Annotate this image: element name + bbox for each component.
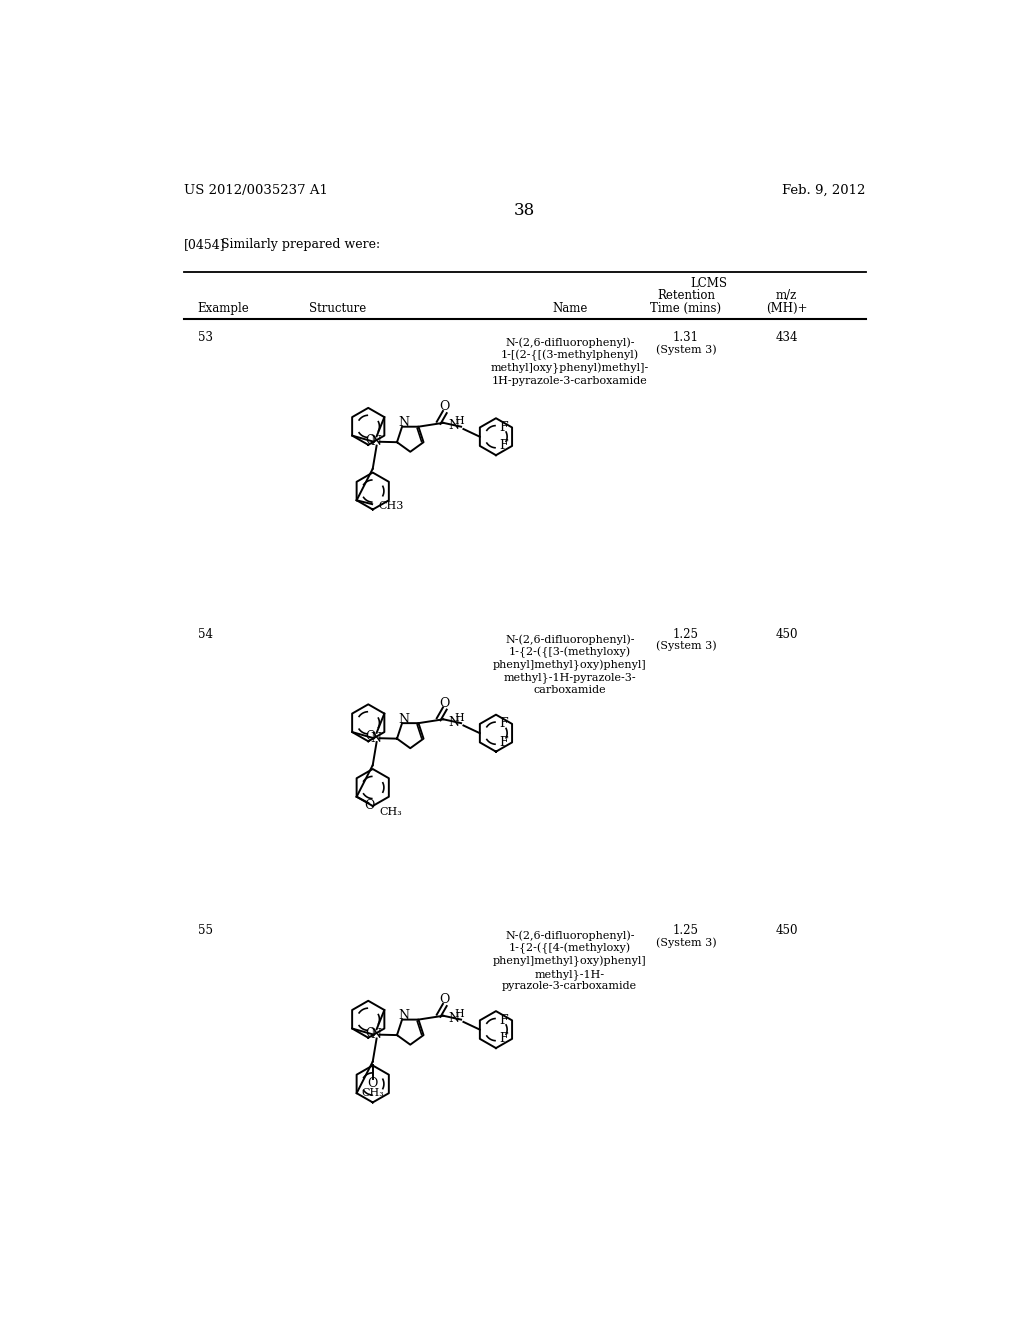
Text: N-(2,6-difluorophenyl)-
1-{2-({[3-(methyloxy)
phenyl]methyl}oxy)phenyl]
methyl}-: N-(2,6-difluorophenyl)- 1-{2-({[3-(methy… xyxy=(493,635,646,694)
Text: 450: 450 xyxy=(775,924,798,937)
Text: H: H xyxy=(455,1010,465,1019)
Text: O: O xyxy=(368,1077,378,1090)
Text: Feb. 9, 2012: Feb. 9, 2012 xyxy=(782,185,866,197)
Text: F: F xyxy=(500,1014,508,1027)
Text: Retention: Retention xyxy=(657,289,715,302)
Text: [0454]: [0454] xyxy=(183,238,225,251)
Text: US 2012/0035237 A1: US 2012/0035237 A1 xyxy=(183,185,328,197)
Text: N: N xyxy=(370,731,381,744)
Text: N: N xyxy=(449,420,460,433)
Text: 53: 53 xyxy=(198,331,213,345)
Text: Structure: Structure xyxy=(308,302,366,315)
Text: O: O xyxy=(366,730,376,743)
Text: O: O xyxy=(439,993,450,1006)
Text: F: F xyxy=(500,735,508,748)
Text: H: H xyxy=(455,416,465,426)
Text: 1.31: 1.31 xyxy=(673,331,699,345)
Text: 54: 54 xyxy=(198,628,213,640)
Text: F: F xyxy=(500,717,508,730)
Text: (MH)+: (MH)+ xyxy=(766,302,808,315)
Text: Example: Example xyxy=(198,302,250,315)
Text: CH₃: CH₃ xyxy=(380,807,402,817)
Text: N: N xyxy=(370,1028,381,1041)
Text: H: H xyxy=(455,713,465,723)
Text: F: F xyxy=(500,1032,508,1045)
Text: 434: 434 xyxy=(775,331,798,345)
Text: O: O xyxy=(439,697,450,710)
Text: F: F xyxy=(500,421,508,434)
Text: (System 3): (System 3) xyxy=(655,640,717,651)
Text: 450: 450 xyxy=(775,628,798,640)
Text: N: N xyxy=(449,715,460,729)
Text: 1.25: 1.25 xyxy=(673,628,699,640)
Text: F: F xyxy=(500,440,508,453)
Text: CH3: CH3 xyxy=(378,502,403,511)
Text: N: N xyxy=(398,713,410,726)
Text: O: O xyxy=(366,434,376,446)
Text: Similarly prepared were:: Similarly prepared were: xyxy=(221,238,380,251)
Text: Time (mins): Time (mins) xyxy=(650,302,722,315)
Text: O: O xyxy=(439,400,450,413)
Text: (System 3): (System 3) xyxy=(655,937,717,948)
Text: N-(2,6-difluorophenyl)-
1-[(2-{[(3-methylphenyl)
methyl]oxy}phenyl)methyl]-
1H-p: N-(2,6-difluorophenyl)- 1-[(2-{[(3-methy… xyxy=(490,338,649,385)
Text: N: N xyxy=(398,416,410,429)
Text: (System 3): (System 3) xyxy=(655,345,717,355)
Text: m/z: m/z xyxy=(776,289,798,302)
Text: O: O xyxy=(365,800,375,813)
Text: N-(2,6-difluorophenyl)-
1-{2-({[4-(methyloxy)
phenyl]methyl}oxy)phenyl]
methyl}-: N-(2,6-difluorophenyl)- 1-{2-({[4-(methy… xyxy=(493,931,646,991)
Text: LCMS: LCMS xyxy=(691,277,728,289)
Text: N: N xyxy=(398,1010,410,1022)
Text: 55: 55 xyxy=(198,924,213,937)
Text: 1.25: 1.25 xyxy=(673,924,699,937)
Text: O: O xyxy=(366,1027,376,1040)
Text: N: N xyxy=(370,436,381,449)
Text: N: N xyxy=(449,1012,460,1026)
Text: CH₃: CH₃ xyxy=(361,1088,384,1098)
Text: 38: 38 xyxy=(514,202,536,219)
Text: Name: Name xyxy=(552,302,588,315)
